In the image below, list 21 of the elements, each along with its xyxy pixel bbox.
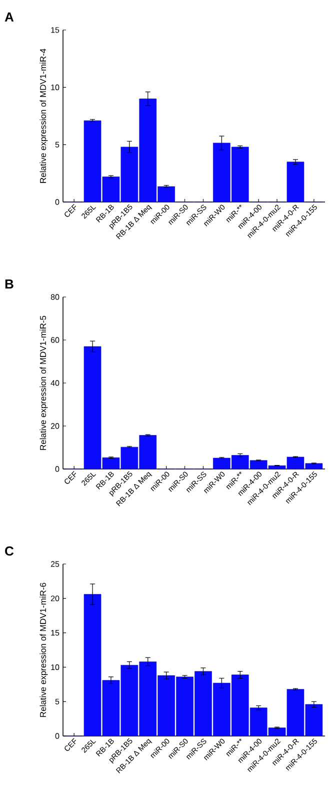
text: A	[4, 12, 14, 22]
y-tick-label: 10	[51, 664, 60, 670]
y-axis-title: Relative expression of MDV1-miR-4	[40, 48, 48, 183]
y-tick-label: 5	[55, 698, 60, 704]
y-tick-label: 20	[50, 596, 60, 602]
text: B	[5, 280, 14, 288]
y-tick-label: 25	[50, 561, 60, 567]
y-tick-label: 40	[50, 380, 60, 386]
y-tick-label: 15	[51, 630, 60, 636]
y-tick-label: 5	[55, 142, 60, 148]
text: C	[5, 546, 14, 556]
y-tick-label: 80	[50, 294, 60, 300]
y-tick-label: 0	[55, 733, 60, 739]
y-tick-label: 20	[50, 423, 60, 429]
y-tick-label: 0	[55, 466, 60, 472]
y-tick-label: 15	[51, 27, 60, 33]
y-axis-title: Relative expression of MDV1-miR-6	[40, 582, 48, 717]
y-tick-label: 60	[50, 337, 60, 343]
y-axis-title: Relative expression of MDV1-miR-5	[40, 316, 48, 450]
y-tick-label: 0	[55, 199, 60, 205]
y-tick-label: 10	[51, 84, 60, 90]
